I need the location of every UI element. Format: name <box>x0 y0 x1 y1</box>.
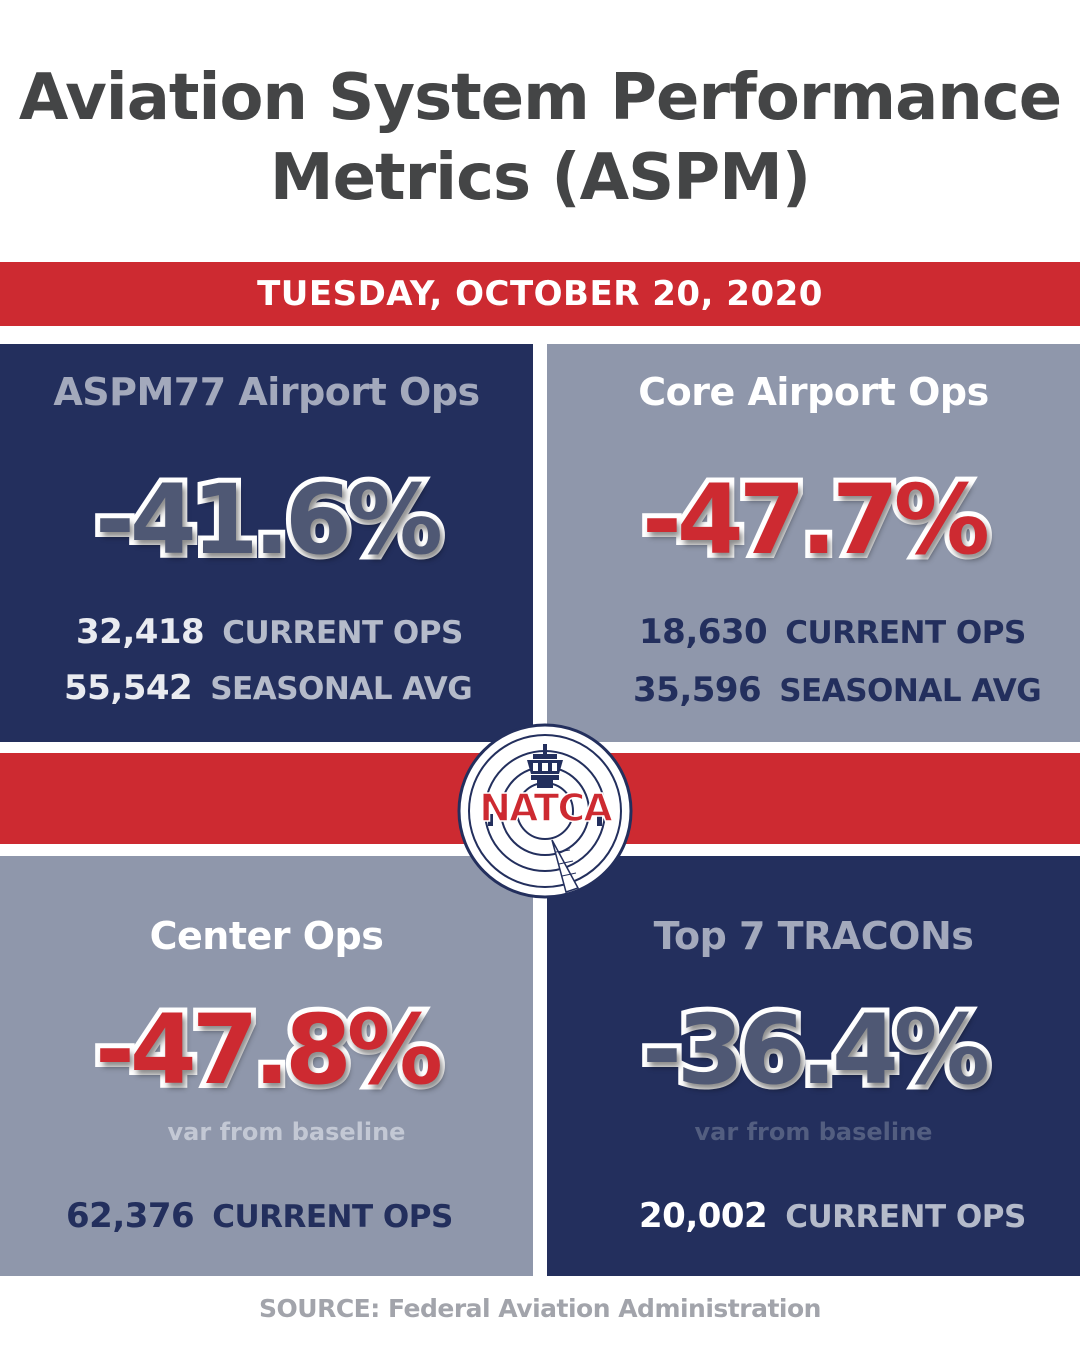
panel-title: ASPM77 Airport Ops <box>53 370 480 414</box>
current-ops-stat: 20,002 CURRENT OPS <box>639 1196 1026 1236</box>
stat-number: 32,418 <box>76 612 205 652</box>
natca-logo-text: NATCA <box>479 786 613 830</box>
natca-logo: NATCA <box>456 722 634 900</box>
stat-number: 20,002 <box>639 1196 768 1236</box>
natca-logo-graphic: NATCA <box>457 723 633 899</box>
panel-top-7-tracons: Top 7 TRACONs -36.4% var from baseline 2… <box>547 856 1080 1276</box>
page-title: Aviation System Performance Metrics (ASP… <box>0 58 1080 218</box>
percent-change-value: -41.6% <box>90 459 448 581</box>
percent-change-value: -36.4% <box>637 989 995 1111</box>
stat-number: 18,630 <box>639 612 768 652</box>
stat-number: 35,596 <box>633 670 762 710</box>
date-text: TUESDAY, OCTOBER 20, 2020 <box>257 274 823 314</box>
seasonal-avg-stat: 55,542 SEASONAL AVG <box>64 668 473 708</box>
seasonal-avg-stat: 35,596 SEASONAL AVG <box>633 670 1042 710</box>
stat-number: 55,542 <box>64 668 193 708</box>
panel-core-airport-ops: Core Airport Ops -47.7% 18,630 CURRENT O… <box>547 344 1080 742</box>
panel-title: Center Ops <box>149 914 384 958</box>
percent-change-value: -47.8% <box>90 989 448 1111</box>
panel-center-ops: Center Ops -47.8% var from baseline 62,3… <box>0 856 533 1276</box>
stat-number: 62,376 <box>66 1196 195 1236</box>
current-ops-stat: 32,418 CURRENT OPS <box>76 612 463 652</box>
current-ops-stat: 62,376 CURRENT OPS <box>66 1196 453 1236</box>
stat-label: SEASONAL AVG <box>210 671 473 707</box>
stat-label: CURRENT OPS <box>785 1199 1026 1235</box>
percent-change-value: -47.7% <box>637 459 995 581</box>
panel-aspm77-airport-ops: ASPM77 Airport Ops -41.6% 32,418 CURRENT… <box>0 344 533 742</box>
current-ops-stat: 18,630 CURRENT OPS <box>639 612 1026 652</box>
control-tower-icon <box>527 744 563 788</box>
stat-label: CURRENT OPS <box>222 615 463 651</box>
stat-label: CURRENT OPS <box>785 615 1026 651</box>
panel-title: Core Airport Ops <box>638 370 989 414</box>
source-credit: SOURCE: Federal Aviation Administration <box>259 1294 821 1323</box>
page-title-line-1: Aviation System Performance <box>18 61 1062 135</box>
stat-label: CURRENT OPS <box>212 1199 453 1235</box>
panel-title: Top 7 TRACONs <box>653 914 974 958</box>
variance-note: var from baseline <box>694 1118 933 1146</box>
page-title-line-2: Metrics (ASPM) <box>269 141 811 215</box>
date-banner: TUESDAY, OCTOBER 20, 2020 <box>0 262 1080 326</box>
stat-label: SEASONAL AVG <box>779 673 1042 709</box>
variance-note: var from baseline <box>167 1118 406 1146</box>
